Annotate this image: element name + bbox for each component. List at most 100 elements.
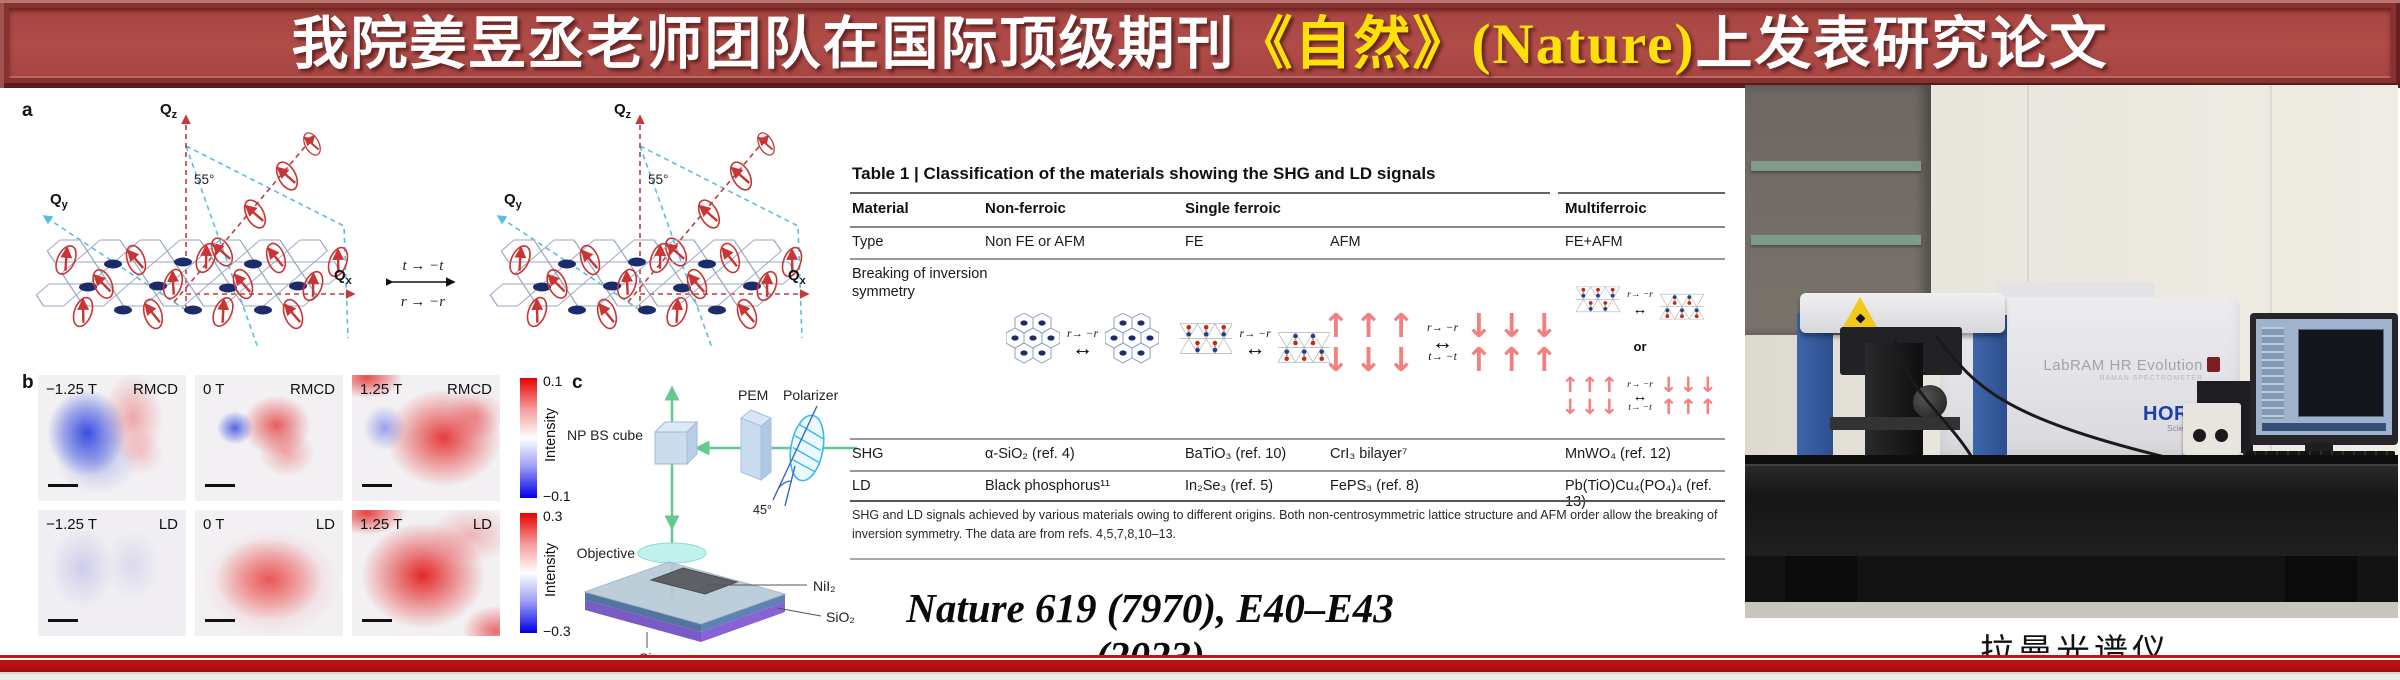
ld-map-pos: 1.25 T LD [352, 510, 500, 636]
knob [2215, 429, 2228, 442]
t-transform: t→ −t [1428, 351, 1457, 363]
qy-axis-label: Qy [504, 191, 523, 211]
nonferroic-lattice-diagram: r→ −r ↔ [985, 290, 1180, 395]
qx-axis-label: Qx [334, 267, 353, 287]
honeycomb-lattice-icon [1005, 312, 1060, 363]
sample-label: NiI₂ [813, 578, 836, 594]
field-label: 0 T [203, 381, 225, 398]
bottom-ribbon-shadow [0, 672, 2400, 674]
oxide-label: SiO₂ [826, 609, 855, 625]
scale-bar [362, 618, 392, 622]
wall-seam [2270, 85, 2272, 465]
signal-label: RMCD [133, 381, 178, 398]
screen-statusbar [2262, 423, 2386, 431]
banner-text-right: 上发表研究论文 [1695, 13, 2109, 76]
polarizer-label: Polarizer [783, 387, 839, 403]
table-rule [850, 558, 1725, 560]
mf-spin-row: ↑↑↑ ↓↓↓ r→ −r ↔ t→ −t ↓↓↓ ↑↑↑ [1555, 356, 1725, 436]
table-leg [2285, 556, 2357, 604]
or-label: or [1633, 339, 1647, 354]
down-spins-icon: ↓↓↓ [1322, 339, 1420, 379]
angle-45-label: 45° [753, 503, 772, 517]
field-label: 1.25 T [360, 516, 403, 533]
col-header-material: Material [852, 200, 909, 217]
table-rule [850, 470, 1725, 472]
bottom-ribbon-line [0, 655, 2400, 658]
inversion-transform: r→ −r ↔ [1239, 328, 1271, 360]
screen-window [2298, 329, 2384, 417]
rmcd-map-neg: −1.25 T RMCD [38, 375, 186, 501]
polarizer-axis-line [772, 405, 818, 501]
multiferroic-diagram: r→ −r ↔ or ↑↑↑ ↓↓↓ r→ −r ↔ t→ −t ↓↓↓ [1555, 268, 1725, 438]
table-rule [850, 500, 1725, 502]
shg-fe: BaTiO₃ (ref. 10) [1185, 446, 1287, 462]
t-transform-label: t → −t [402, 258, 444, 274]
pem-icon [740, 409, 772, 482]
triangle-lattice-icon-inverted [1659, 293, 1704, 320]
bottom-ribbon-band [0, 660, 2400, 672]
banner-text-left: 我院姜昱丞老师团队在国际顶级期刊 [291, 13, 1236, 76]
type-row-label: Type [852, 234, 884, 250]
double-arrow-icon: ↔ [1632, 300, 1648, 318]
shg-row-label: SHG [852, 446, 884, 462]
shelf [1751, 235, 1921, 245]
r-transform: r→ −r [1239, 328, 1271, 340]
objective-label: Objective [577, 545, 636, 561]
optical-table [1745, 464, 2398, 556]
signal-label: RMCD [447, 381, 492, 398]
panel-a-lattice-right: Qz 55° Qy Qx [462, 101, 834, 354]
angle-arc [778, 480, 793, 489]
angle-55-label: 55° [194, 172, 214, 187]
spin-block-left: ↑↑↑ ↓↓↓ [1561, 374, 1620, 418]
shg-nonferroic: α-SiO₂ (ref. 4) [985, 446, 1075, 462]
r-transform-label: r → −r [400, 294, 446, 310]
inversion-transform: r→ −r ↔ [1067, 328, 1098, 359]
angle-55-label: 55° [648, 172, 668, 187]
panel-c-label: c [572, 372, 583, 393]
signal-label: RMCD [290, 381, 335, 398]
spin-block-right: ↓↓↓ ↑↑↑ [1660, 374, 1719, 418]
colorbar-min: −0.3 [543, 623, 571, 639]
panel-b-label: b [22, 372, 34, 393]
up-spins-icon: ↑↑↑ [1659, 395, 1719, 419]
honeycomb-lattice-icon [1105, 312, 1160, 363]
colorbar-min: −0.1 [543, 488, 571, 504]
down-spins-icon: ↓↓↓ [1465, 305, 1563, 345]
objective-lens-icon [637, 542, 707, 564]
colorbar-max: 0.1 [543, 373, 563, 389]
ld-map-zero: 0 T LD [195, 510, 343, 636]
col-header-multiferroic: Multiferroic [1565, 200, 1647, 217]
bs-cube-label: NP BS cube [567, 427, 643, 443]
floor [1745, 602, 2398, 618]
double-arrow-icon: ↔ [1632, 387, 1648, 405]
breaking-row-label-2: symmetry [852, 284, 915, 300]
table-leg [1785, 556, 1857, 604]
scale-bar [48, 483, 78, 487]
r-transform: r→ −r [1627, 289, 1653, 300]
table-title: Table 1 | Classification of the material… [852, 164, 1436, 183]
spin-block-left: ↑↑↑ ↓↓↓ [1322, 308, 1420, 379]
table-edge [1745, 455, 2398, 464]
time-reversal-transform: t → −t r → −r [384, 258, 460, 311]
qy-axis-label: Qy [50, 191, 69, 211]
up-spins-icon: ↑↑↑ [1561, 373, 1621, 397]
inversion-transform: r→ −r ↔ t→ −t [1427, 322, 1458, 363]
triangle-lattice-icon [1180, 322, 1233, 354]
double-arrow-icon: ↔ [1244, 337, 1266, 360]
col-header-singleferroic: Single ferroic [1185, 200, 1281, 217]
scale-bar [48, 618, 78, 622]
spectrometer-lid [1995, 282, 2155, 300]
breaking-row-label-1: Breaking of inversion [852, 266, 988, 282]
shelf [1751, 161, 1921, 171]
wall-seam [2027, 85, 2029, 465]
ld-multiferroic: Pb(TiO)Cu₄(PO₄)₄ (ref. 13) [1565, 478, 1712, 510]
r-transform: r→ −r [1426, 322, 1459, 334]
monitor [2250, 313, 2398, 445]
ld-colorbar [520, 513, 537, 633]
ld-fe: In₂Se₃ (ref. 5) [1185, 478, 1274, 494]
double-arrow-icon: ↔ [1432, 331, 1453, 354]
microscope-arm [1800, 293, 2005, 333]
lab-photo: LabRAM HR Evolution RAMAN SPECTROMETER H… [1745, 85, 2398, 618]
controller-box [2183, 403, 2241, 455]
type-nonferroic: Non FE or AFM [985, 234, 1085, 250]
